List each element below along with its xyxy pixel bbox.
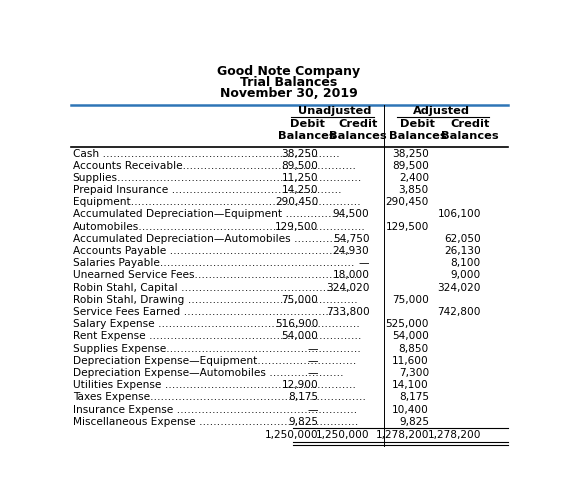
Text: 12,900: 12,900 [281, 380, 318, 390]
Text: 8,850: 8,850 [399, 344, 429, 354]
Text: Unadjusted: Unadjusted [298, 106, 372, 116]
Text: Debit
Balances: Debit Balances [278, 119, 336, 141]
Text: 290,450: 290,450 [386, 197, 429, 207]
Text: —: — [308, 405, 318, 415]
Text: 129,500: 129,500 [386, 222, 429, 232]
Text: 75,000: 75,000 [392, 295, 429, 305]
Text: 290,450: 290,450 [275, 197, 318, 207]
Text: 1,250,000: 1,250,000 [265, 430, 318, 440]
Text: 54,000: 54,000 [392, 332, 429, 341]
Text: Accumulated Depreciation—Equipment ………………: Accumulated Depreciation—Equipment ……………… [73, 209, 349, 219]
Text: 26,130: 26,130 [444, 246, 481, 256]
Text: 2,400: 2,400 [399, 173, 429, 183]
Text: 14,250: 14,250 [281, 185, 318, 195]
Text: 9,825: 9,825 [399, 417, 429, 427]
Text: 324,020: 324,020 [438, 283, 481, 293]
Text: Trial Balances: Trial Balances [240, 76, 338, 89]
Text: 733,800: 733,800 [326, 307, 369, 317]
Text: 1,278,200: 1,278,200 [428, 430, 481, 440]
Text: Unearned Service Fees.………………………………………: Unearned Service Fees.……………………………………… [73, 270, 357, 280]
Text: 324,020: 324,020 [326, 283, 369, 293]
Text: 1,278,200: 1,278,200 [376, 430, 429, 440]
Text: November 30, 2019: November 30, 2019 [220, 87, 358, 100]
Text: Depreciation Expense—Equipment.………………………: Depreciation Expense—Equipment.……………………… [73, 356, 356, 366]
Text: 54,750: 54,750 [333, 234, 369, 244]
Text: Rent Expense ……………………………………………………: Rent Expense …………………………………………………… [73, 332, 361, 341]
Text: Credit
Balances: Credit Balances [440, 119, 499, 141]
Text: Cash ………………………………………………………….: Cash …………………………………………………………. [73, 148, 340, 158]
Text: Equipment.……………………………………………………….: Equipment.………………………………………………………. [73, 197, 360, 207]
Text: 7,300: 7,300 [399, 368, 429, 378]
Text: —: — [308, 344, 318, 354]
Text: Service Fees Earned …………………………………………: Service Fees Earned ………………………………………… [73, 307, 353, 317]
Text: —: — [359, 258, 369, 268]
Text: —: — [308, 356, 318, 366]
Text: 8,100: 8,100 [451, 258, 481, 268]
Text: —: — [308, 368, 318, 378]
Text: 24,930: 24,930 [333, 246, 369, 256]
Text: 8,175: 8,175 [399, 393, 429, 402]
Text: 89,500: 89,500 [392, 161, 429, 171]
Text: Utilities Expense ………………………………………………: Utilities Expense ……………………………………………… [73, 380, 356, 390]
Text: Automobiles……………………………………………………….: Automobiles………………………………………………………. [73, 222, 365, 232]
Text: 9,825: 9,825 [288, 417, 318, 427]
Text: 38,250: 38,250 [281, 148, 318, 158]
Text: 8,175: 8,175 [288, 393, 318, 402]
Text: 62,050: 62,050 [444, 234, 481, 244]
Text: Debit
Balances: Debit Balances [389, 119, 446, 141]
Text: Taxes Expense.……………………………………………………: Taxes Expense.…………………………………………………… [73, 393, 365, 402]
Text: 1,250,000: 1,250,000 [316, 430, 369, 440]
Text: Accounts Receivable.…………………………………………: Accounts Receivable.………………………………………… [73, 161, 356, 171]
Text: 9,000: 9,000 [451, 270, 481, 280]
Text: Salary Expense …………………………………………………: Salary Expense ………………………………………………… [73, 319, 360, 329]
Text: 14,100: 14,100 [392, 380, 429, 390]
Text: 10,400: 10,400 [392, 405, 429, 415]
Text: Accumulated Depreciation—Automobiles ……………: Accumulated Depreciation—Automobiles ………… [73, 234, 347, 244]
Text: 106,100: 106,100 [438, 209, 481, 219]
Text: 18,000: 18,000 [332, 270, 369, 280]
Text: Adjusted: Adjusted [413, 106, 470, 116]
Text: Prepaid Insurance …………………………………………: Prepaid Insurance ………………………………………… [73, 185, 341, 195]
Text: 75,000: 75,000 [281, 295, 318, 305]
Text: 516,900: 516,900 [275, 319, 318, 329]
Text: Good Note Company: Good Note Company [218, 65, 360, 78]
Text: 11,600: 11,600 [392, 356, 429, 366]
Text: Credit
Balances: Credit Balances [329, 119, 387, 141]
Text: Depreciation Expense—Automobiles …………………: Depreciation Expense—Automobiles ………………… [73, 368, 343, 378]
Text: 525,000: 525,000 [385, 319, 429, 329]
Text: 11,250: 11,250 [281, 173, 318, 183]
Text: Accounts Payable ……………………………………………: Accounts Payable …………………………………………… [73, 246, 350, 256]
Text: Insurance Expense ……………………………………………: Insurance Expense …………………………………………… [73, 405, 357, 415]
Text: Salaries Payable.………………………………………………: Salaries Payable.……………………………………………… [73, 258, 354, 268]
Text: 89,500: 89,500 [281, 161, 318, 171]
Text: Robin Stahl, Drawing …………………………………………: Robin Stahl, Drawing ………………………………………… [73, 295, 358, 305]
Text: 54,000: 54,000 [281, 332, 318, 341]
Text: 3,850: 3,850 [399, 185, 429, 195]
Text: Robin Stahl, Capital …………………………………………: Robin Stahl, Capital ………………………………………… [73, 283, 351, 293]
Text: 742,800: 742,800 [438, 307, 481, 317]
Text: 38,250: 38,250 [392, 148, 429, 158]
Text: Supplies……………………………………………………………: Supplies…………………………………………………………… [73, 173, 362, 183]
Text: Supplies Expense.………………………………………………: Supplies Expense.……………………………………………… [73, 344, 360, 354]
Text: Miscellaneous Expense ………………………………………: Miscellaneous Expense ……………………………………… [73, 417, 358, 427]
Text: 129,500: 129,500 [275, 222, 318, 232]
Text: 94,500: 94,500 [333, 209, 369, 219]
